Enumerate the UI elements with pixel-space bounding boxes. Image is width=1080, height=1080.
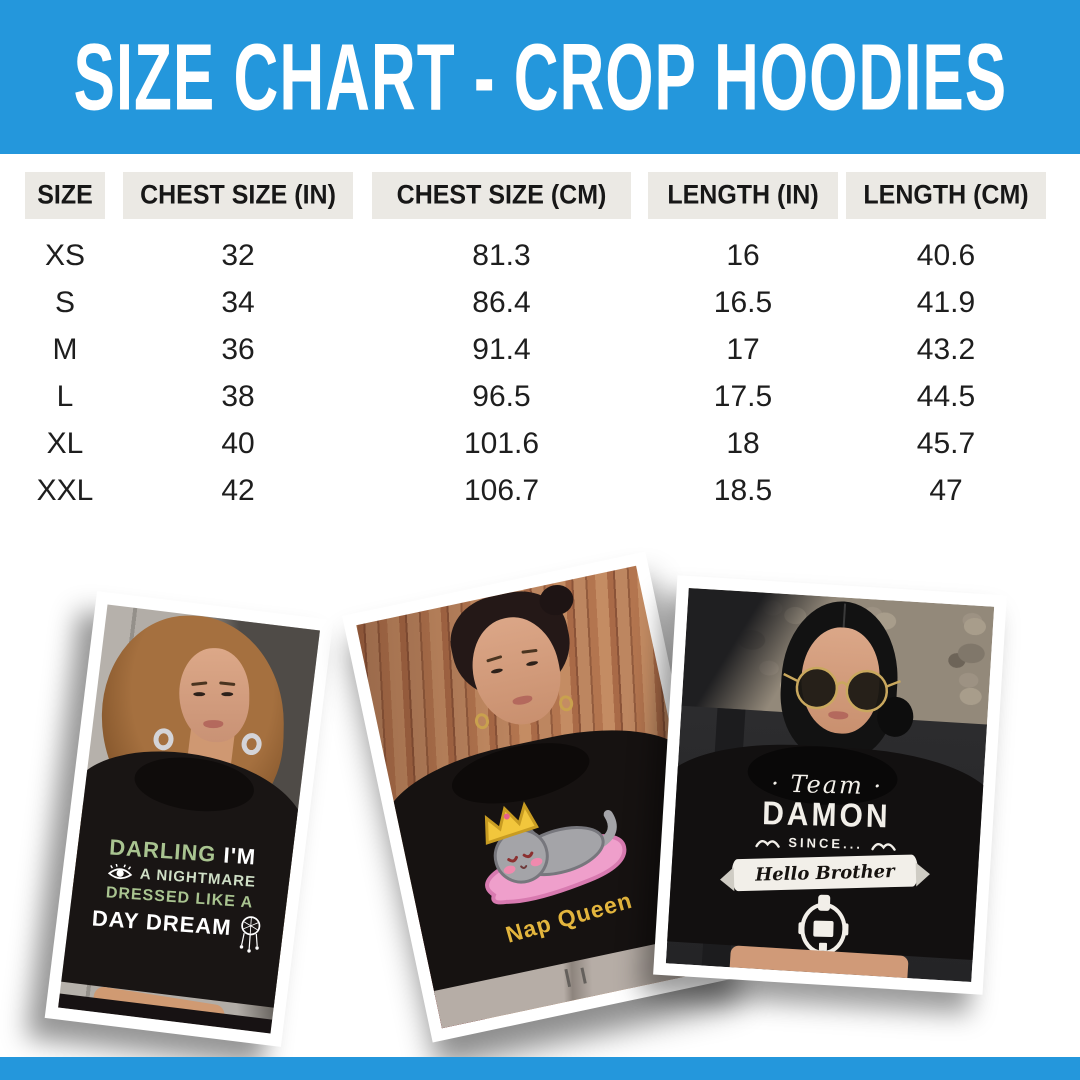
photo-scene: Nap Queen	[356, 565, 722, 1029]
polaroid-photo-nap-queen: Nap Queen	[342, 551, 736, 1043]
model-face	[179, 648, 250, 743]
crow-icon	[871, 842, 897, 851]
size-table-header: SIZE CHEST SIZE (IN) CHEST SIZE (CM) LEN…	[25, 172, 1046, 219]
size-table-body: XS 32 81.3 16 40.6 S 34 86.4 16.5 41.9 M…	[25, 232, 1046, 514]
table-row: L 38 96.5 17.5 44.5	[56, 379, 976, 413]
column-header-length-cm: LENGTH (CM)	[846, 172, 1046, 219]
table-row: XL 40 101.6 18 45.7	[46, 426, 976, 460]
table-row: M 36 91.4 17 43.2	[52, 332, 976, 366]
dreamcatcher-icon	[239, 915, 261, 953]
eye-icon	[107, 863, 133, 879]
footer-blue-strip	[0, 1057, 1080, 1080]
column-header-chest-cm: CHEST SIZE (CM)	[372, 172, 631, 219]
column-header-size: SIZE	[25, 172, 105, 219]
header-banner: SIZE CHART - CROP HOODIES	[0, 0, 1080, 154]
photo-scene: DARLING I'M A NIGHTMARE DRESSED LIKE A D…	[58, 604, 320, 1034]
table-row: S 34 86.4 16.5 41.9	[54, 285, 976, 319]
black-crop-hoodie: DARLING I'M A NIGHTMARE DRESSED LIKE A D…	[58, 739, 316, 1010]
page-title: SIZE CHART - CROP HOODIES	[73, 23, 1007, 131]
hoodie-print-team-damon: · Team · DAMON SINCE... Hello Brother	[666, 766, 994, 964]
hoodie-print-darling-daydream: DARLING I'M A NIGHTMARE DRESSED LIKE A D…	[58, 829, 302, 957]
hoodie-print-nap-queen: Nap Queen	[380, 741, 722, 974]
column-header-chest-in: CHEST SIZE (IN)	[123, 172, 353, 219]
crow-icon	[755, 839, 780, 848]
table-row: XS 32 81.3 16 40.6	[44, 238, 976, 272]
black-crop-hoodie: · Team · DAMON SINCE... Hello Brother	[665, 736, 995, 964]
hello-brother-banner: Hello Brother	[731, 854, 919, 892]
polaroid-photo-darling-daydream: DARLING I'M A NIGHTMARE DRESSED LIKE A D…	[44, 591, 334, 1047]
sunglasses-icon	[783, 666, 901, 713]
photo-scene: · Team · DAMON SINCE... Hello Brother	[665, 588, 995, 982]
column-header-length-in: LENGTH (IN)	[648, 172, 838, 219]
black-crop-hoodie: Nap Queen	[373, 709, 722, 998]
crowned-cat-on-pillow-illustration	[484, 801, 627, 905]
crest-ring-icon	[798, 894, 849, 955]
polaroid-photo-team-damon: · Team · DAMON SINCE... Hello Brother	[653, 575, 1007, 995]
table-row: XXL 42 106.7 18.5 47	[36, 473, 963, 507]
